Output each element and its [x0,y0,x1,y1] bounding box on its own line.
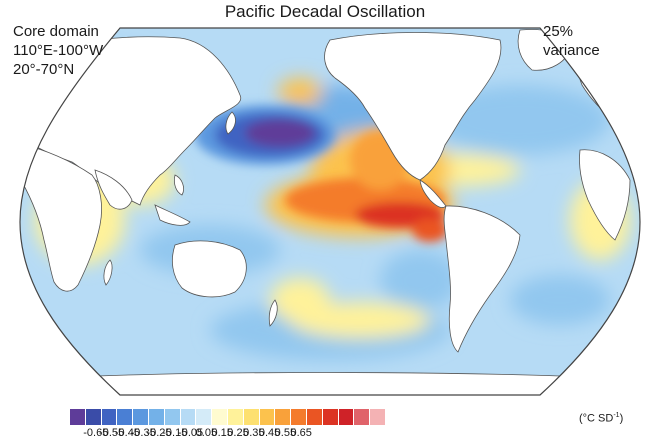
colorbar-swatch [275,409,292,425]
map-title: Pacific Decadal Oscillation [224,2,426,21]
core-domain-line-1: Core domain [13,23,99,40]
colorbar-tick-label: -0.65 [83,427,109,439]
colorbar-tick-label: 0.15 [211,427,233,439]
variance-line-2: variance [543,42,600,59]
colorbar-swatch [180,409,197,425]
colorbar [70,409,386,425]
colorbar-unit: (°C SD-1) [579,412,623,425]
core-domain-line-2: 110°E-100°W [13,42,104,59]
colorbar-tick-label: 0.35 [243,427,265,439]
colorbar-swatch [164,409,181,425]
unit-exponent: -1 [613,412,620,419]
colorbar-swatch [196,409,213,425]
colorbar-swatch [354,409,371,425]
colorbar-tick-label: 0.25 [227,427,249,439]
colorbar-tick-label: -0.55 [99,427,125,439]
colorbar-tick-label: -0.35 [130,427,156,439]
colorbar-swatch [306,409,323,425]
unit-prefix: (°C SD [579,412,614,425]
colorbar-swatch [70,409,86,425]
core-domain-annotation: Core domain 110°E-100°W 20°-70°N [13,22,103,79]
globe-outline [19,27,641,396]
landmasses [20,29,640,395]
colorbar-tick-label: 0.65 [290,427,312,439]
colorbar-swatch [148,409,165,425]
colorbar-swatch [338,409,355,425]
colorbar-tick-label: 0.55 [274,427,297,439]
colorbar-swatch [85,409,102,425]
colorbar-tick-label: -0.45 [114,427,140,439]
core-domain-line-3: 20°-70°N [13,61,75,78]
colorbar-tick-label: -0.15 [162,427,188,439]
colorbar-swatch [133,409,149,425]
colorbar-swatch [227,409,244,425]
colorbar-swatch [101,409,118,425]
colorbar-swatch [291,409,307,425]
colorbar-swatch [117,409,134,425]
colorbar-swatch [212,409,228,425]
colorbar-swatch [322,409,339,425]
variance-annotation: 25% variance [543,22,600,60]
colorbar-tick-label: 0.45 [258,427,281,439]
colorbar-ticks: -0.65 -0.55 -0.45 -0.35 -0.25 -0.15 -0.05 0.05 0… [0,427,650,442]
colorbar-tick-label: -0.05 [178,427,204,439]
colorbar-swatch [243,409,260,425]
colorbar-swatch [259,409,276,425]
unit-suffix: ) [619,412,624,425]
variance-line-1: 25% [543,23,574,40]
colorbar-swatch [370,409,386,425]
colorbar-tick-label: 0.05 [195,427,218,439]
colorbar-tick-label: -0.25 [146,427,172,439]
